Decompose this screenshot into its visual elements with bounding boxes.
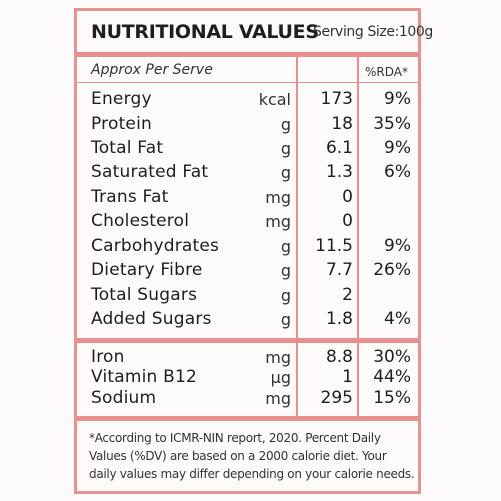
nutrient-name: Carbohydrates <box>91 236 220 256</box>
nutrient-name: Protein <box>91 114 152 134</box>
nutrient-value: 1.3 <box>325 162 353 182</box>
nutrient-unit: g <box>280 139 291 158</box>
footnote-divider <box>77 416 418 421</box>
nutrient-name: Total Fat <box>91 138 164 158</box>
nutrient-rda: 4% <box>384 309 411 329</box>
nutrient-name: Dietary Fibre <box>91 260 203 280</box>
nutrient-rda: 9% <box>384 236 411 256</box>
mineral-value: 1 <box>342 367 353 387</box>
approx-per-serve: Approx Per Serve <box>91 62 213 78</box>
nutrient-rda: 26% <box>373 260 411 280</box>
nutrient-value: 0 <box>342 187 353 207</box>
mineral-rda: 44% <box>373 367 411 387</box>
mineral-value: 295 <box>320 388 353 408</box>
serving-size: Serving Size:100g <box>313 24 433 40</box>
nutrient-name: Energy <box>91 89 152 109</box>
nutrient-value: 0 <box>342 211 353 231</box>
nutrient-rda: 35% <box>373 114 411 134</box>
label-title: NUTRITIONAL VALUES <box>91 21 319 43</box>
nutrient-rda: 9% <box>384 89 411 109</box>
nutrient-unit: g <box>280 237 291 256</box>
footnote: *According to ICMR-NIN report, 2020. Per… <box>89 431 415 481</box>
rda-header: %RDA* <box>365 65 408 79</box>
nutrient-unit: mg <box>265 188 291 207</box>
nutrient-unit: g <box>280 286 291 305</box>
nutrient-name: Saturated Fat <box>91 162 209 182</box>
nutrient-unit: mg <box>265 212 291 231</box>
mineral-unit: µg <box>270 368 291 387</box>
nutrient-value: 1.8 <box>325 309 353 329</box>
nutrient-rda: 9% <box>384 138 411 158</box>
nutrient-rda: 6% <box>384 162 411 182</box>
nutrient-unit: g <box>280 163 291 182</box>
mineral-name: Vitamin B12 <box>91 367 198 387</box>
subheader-divider <box>77 82 418 83</box>
nutrient-unit: kcal <box>258 90 291 109</box>
mineral-name: Iron <box>91 347 125 367</box>
nutrient-name: Total Sugars <box>91 285 198 305</box>
nutrient-name: Added Sugars <box>91 309 212 329</box>
nutrient-unit: g <box>280 310 291 329</box>
mineral-unit: mg <box>265 389 291 408</box>
header-divider <box>77 52 418 57</box>
nutrient-value: 7.7 <box>325 260 353 280</box>
nutrient-name: Trans Fat <box>91 187 169 207</box>
mineral-value: 8.8 <box>325 347 353 367</box>
nutrition-label: NUTRITIONAL VALUES Serving Size:100g App… <box>74 8 433 494</box>
nutrient-value: 11.5 <box>315 236 353 256</box>
nutrient-value: 6.1 <box>325 138 353 158</box>
mineral-rda: 15% <box>373 388 411 408</box>
mineral-rda: 30% <box>373 347 411 367</box>
column-divider-value <box>296 57 298 421</box>
nutrient-value: 18 <box>331 114 353 134</box>
nutrient-value: 173 <box>320 89 353 109</box>
nutrient-unit: g <box>280 115 291 134</box>
nutrient-unit: g <box>280 261 291 280</box>
nutrient-name: Cholesterol <box>91 211 190 231</box>
mineral-divider <box>77 338 418 343</box>
column-divider-rda <box>357 57 359 421</box>
mineral-unit: mg <box>265 348 291 367</box>
nutrient-value: 2 <box>342 285 353 305</box>
mineral-name: Sodium <box>91 388 157 408</box>
